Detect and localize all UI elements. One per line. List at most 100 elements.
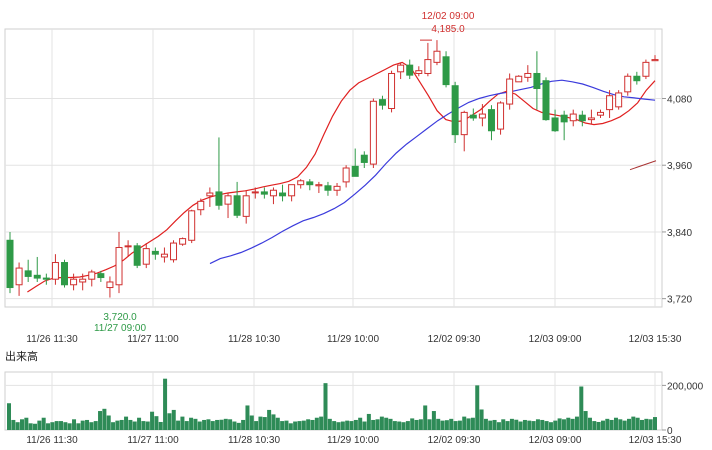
price-y-axis: 4,080 3,960 3,840 3,720 xyxy=(662,95,692,306)
candle-body-up xyxy=(642,61,650,77)
volume-bar xyxy=(163,378,168,430)
candle-body-up xyxy=(515,75,523,83)
volume-bar xyxy=(262,417,267,430)
volume-bar xyxy=(20,419,25,430)
volume-x-axis: 11/26 11:30 11/27 11:00 11/28 10:30 11/29 1… xyxy=(26,435,682,446)
volume-bar xyxy=(54,421,59,430)
volume-bar xyxy=(405,421,410,430)
volume-bar xyxy=(566,417,571,430)
volume-bar xyxy=(28,423,33,430)
price-x-tick-label: 11/26 11:30 xyxy=(26,334,78,345)
candle-body-down xyxy=(542,80,550,121)
volume-bar xyxy=(275,417,280,430)
price-y-tick-label: 3,960 xyxy=(667,161,692,172)
candle-body-up xyxy=(569,113,577,122)
volume-bar xyxy=(111,422,116,430)
candle-body-up xyxy=(206,192,214,197)
volume-bar xyxy=(85,419,90,430)
volume-bar xyxy=(574,416,579,430)
volume-bar xyxy=(362,421,367,430)
candle-body-down xyxy=(487,109,495,132)
volume-bar xyxy=(249,415,254,430)
volume-bar xyxy=(648,419,653,430)
volume-bar xyxy=(397,421,402,430)
volume-bar xyxy=(267,409,272,430)
volume-bar xyxy=(206,419,211,430)
volume-bar xyxy=(141,421,146,430)
volume-bar xyxy=(479,409,484,430)
candle-body-down xyxy=(360,154,368,163)
volume-bar xyxy=(280,421,285,430)
volume-gridlines xyxy=(5,372,662,430)
candle-body-up xyxy=(79,278,87,283)
volume-plot-frame xyxy=(4,371,663,431)
volume-bar xyxy=(592,421,597,430)
candle-body-up xyxy=(15,267,23,286)
volume-bar xyxy=(93,421,98,430)
candle-body-down xyxy=(324,185,332,191)
volume-bar xyxy=(288,423,293,430)
candle-body-up xyxy=(433,50,441,63)
volume-bar xyxy=(128,419,133,430)
moving-average-short xyxy=(27,61,656,293)
volume-bar xyxy=(631,416,636,430)
volume-bar xyxy=(336,422,341,430)
volume-bar xyxy=(67,423,72,430)
volume-bar xyxy=(622,420,627,430)
volume-bar xyxy=(358,417,363,430)
volume-bar xyxy=(410,418,415,430)
volume-bar xyxy=(319,416,324,430)
volume-bar xyxy=(7,403,11,430)
volume-bar xyxy=(158,421,163,430)
volume-bar xyxy=(431,411,436,430)
volume-bar xyxy=(496,422,501,430)
price-x-tick-label: 12/02 09:30 xyxy=(428,334,481,345)
volume-bar xyxy=(544,421,549,430)
volume-bar xyxy=(245,405,250,430)
high-annotation-time: 12/02 09:00 xyxy=(422,11,475,22)
volume-bar xyxy=(583,411,588,430)
price-y-tick-label: 3,720 xyxy=(667,295,692,306)
volume-bar xyxy=(371,419,376,430)
candle-body-up xyxy=(242,195,250,217)
candle-body-up xyxy=(115,247,123,286)
price-x-tick-label: 12/03 15:30 xyxy=(629,334,682,345)
volume-bar xyxy=(50,422,55,430)
volume-bar xyxy=(89,422,94,430)
volume-bar xyxy=(483,418,488,430)
price-panel: 4,080 3,960 3,840 3,720 11/26 11:30 11/27 11… xyxy=(4,11,692,345)
candle-body-down xyxy=(560,114,568,123)
candle-body-down xyxy=(133,245,141,266)
volume-bar xyxy=(219,419,224,430)
volume-bar xyxy=(167,413,172,430)
volume-bar xyxy=(340,421,345,430)
candle-body-up xyxy=(269,189,277,197)
volume-bar xyxy=(314,417,319,430)
volume-bar xyxy=(184,421,189,430)
candle-body-up xyxy=(51,262,59,280)
volume-bar xyxy=(609,419,614,430)
volume-x-tick-label: 11/27 11:00 xyxy=(127,435,179,446)
candle-body-up xyxy=(251,191,259,194)
volume-bar xyxy=(236,422,241,430)
volume-bar xyxy=(527,420,532,430)
volume-bar xyxy=(600,420,605,430)
volume-bar xyxy=(618,419,623,430)
volume-bar xyxy=(293,421,298,430)
volume-bar xyxy=(535,419,540,430)
candle-body-down xyxy=(451,85,459,136)
volume-bar xyxy=(37,420,42,430)
candle-body-up xyxy=(424,59,432,74)
volume-bar xyxy=(80,420,85,430)
volume-bar xyxy=(150,411,155,430)
volume-y-tick-label: 0 xyxy=(667,426,673,437)
volume-bar xyxy=(457,420,462,430)
candle-body-down xyxy=(42,277,50,280)
volume-bar xyxy=(301,420,306,430)
volume-bar xyxy=(514,419,519,430)
candle-body-down xyxy=(33,274,41,279)
price-x-tick-label: 11/27 11:00 xyxy=(127,334,179,345)
volume-bar xyxy=(522,419,527,430)
volume-bar xyxy=(366,413,371,430)
volume-bar xyxy=(228,419,233,430)
